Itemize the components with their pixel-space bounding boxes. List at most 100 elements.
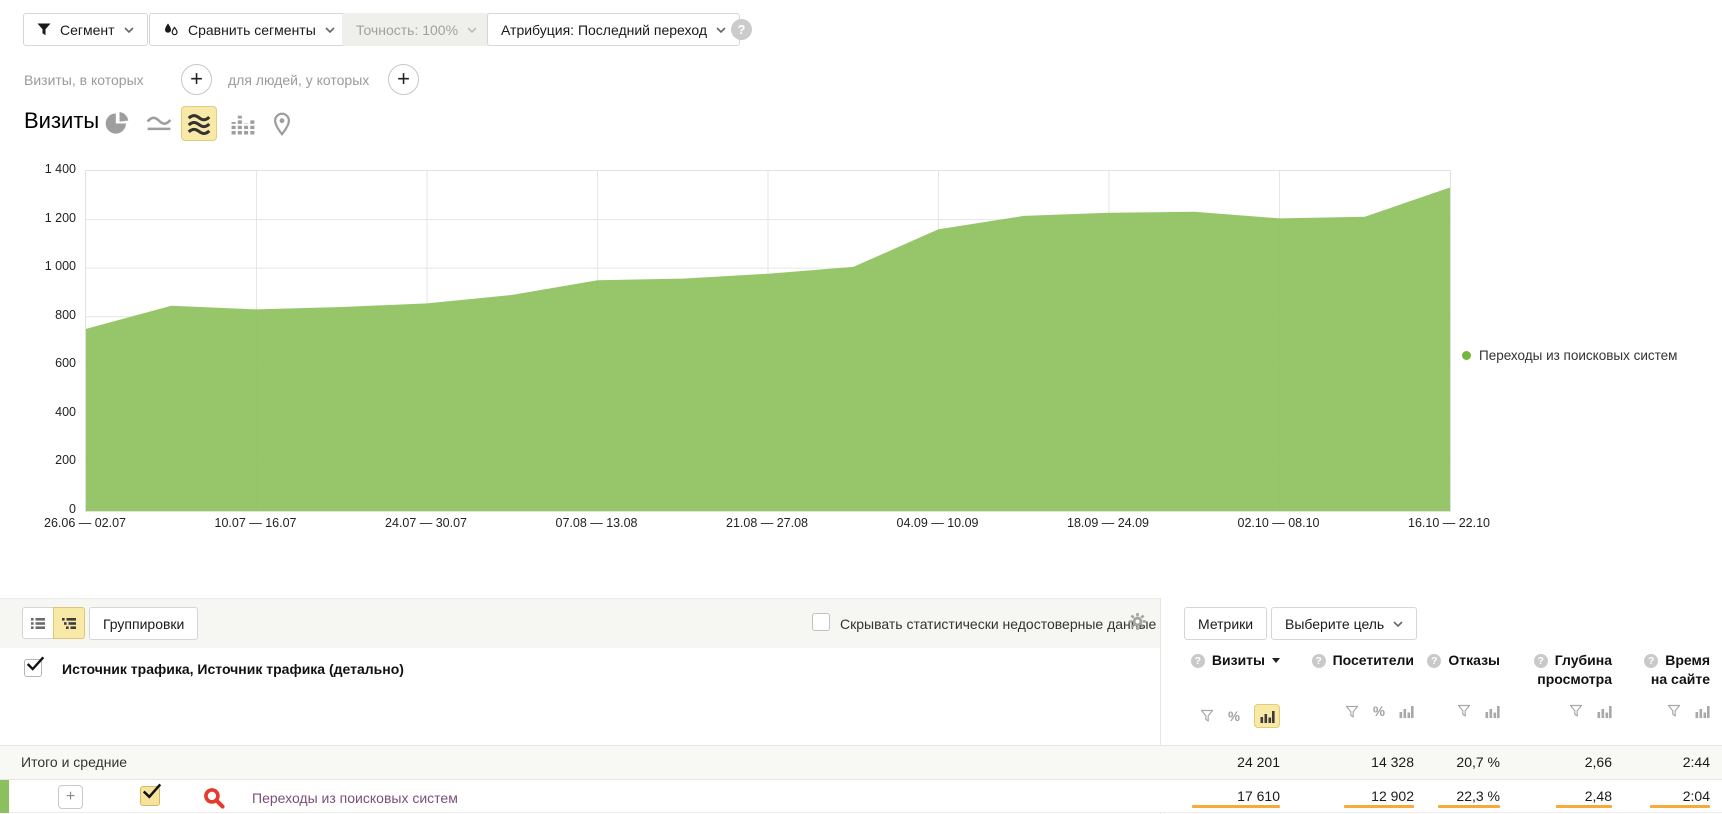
x-tick-label: 07.08 — 13.08 <box>555 516 638 530</box>
help-icon[interactable]: ? <box>1190 654 1205 668</box>
column-header-2[interactable]: ? Отказы <box>1427 651 1500 670</box>
column-label: Отказы <box>1448 652 1500 668</box>
list-view-toggle[interactable] <box>22 607 54 639</box>
row-dimension-link[interactable]: Переходы из поисковых систем <box>252 790 458 806</box>
column-header-1[interactable]: ? Посетители <box>1311 651 1414 670</box>
line-chart-icon[interactable] <box>141 106 177 141</box>
percent-display-icon[interactable]: % <box>1372 704 1385 719</box>
column-label: Глубина <box>1554 652 1612 668</box>
map-pin-icon[interactable] <box>264 106 300 141</box>
row-value-3: 2,48 <box>1584 788 1612 804</box>
check-icon <box>26 656 45 671</box>
bars-display-icon[interactable] <box>1485 705 1500 718</box>
area-series <box>86 187 1450 511</box>
y-tick-label: 1 400 <box>44 162 76 176</box>
attribution-button[interactable]: Атрибуция: Последний переход <box>487 13 741 46</box>
column-header-0[interactable]: ? Визиты <box>1190 651 1280 670</box>
column-chart-icon[interactable] <box>224 106 260 141</box>
row-value-bar <box>1192 805 1280 808</box>
hide-unreliable-checkbox[interactable] <box>812 613 830 631</box>
metrics-button[interactable]: Метрики <box>1184 607 1268 640</box>
help-icon[interactable]: ? <box>1311 654 1326 668</box>
groupings-button[interactable]: Группировки <box>89 607 199 640</box>
y-tick-label: 1 000 <box>44 259 76 274</box>
attribution-label: Атрибуция: Последний переход <box>501 21 708 38</box>
help-icon[interactable]: ? <box>1427 654 1442 668</box>
segment-button[interactable]: Сегмент <box>23 13 148 46</box>
drops-icon <box>165 23 178 35</box>
compare-segments-button[interactable]: Сравнить сегменты <box>149 13 349 46</box>
chart-title: Визиты <box>24 108 100 133</box>
column-label-line2: на сайте <box>1650 671 1710 687</box>
filter-funnel-icon[interactable] <box>1667 704 1681 718</box>
bars-display-active[interactable] <box>1254 704 1280 728</box>
row-checkbox[interactable] <box>140 783 162 806</box>
row-value-1: 12 902 <box>1371 788 1414 804</box>
x-tick-label: 18.09 — 24.09 <box>1066 516 1150 530</box>
filter-funnel-icon[interactable] <box>1200 709 1214 723</box>
area-chart-icon[interactable] <box>181 106 217 141</box>
check-icon <box>142 783 162 799</box>
column-header-3[interactable]: ? Глубина просмотра <box>1533 651 1612 689</box>
metrics-panel-divider <box>1160 598 1161 814</box>
column-filters-1: % <box>1345 704 1414 719</box>
tree-view-toggle[interactable] <box>53 607 85 639</box>
percent-display-icon[interactable]: % <box>1227 708 1240 724</box>
bars-display-icon[interactable] <box>1399 705 1414 718</box>
row-value-0: 17 610 <box>1237 788 1280 804</box>
bars-display-icon[interactable] <box>1695 705 1710 718</box>
choose-goal-label: Выберите цель <box>1285 615 1385 632</box>
column-header-4[interactable]: ? Время на сайте <box>1644 651 1710 689</box>
chart-plot-area[interactable] <box>85 170 1451 512</box>
y-tick-label: 400 <box>55 404 76 419</box>
dimension-select-all-checkbox[interactable] <box>24 656 45 677</box>
choose-goal-button[interactable]: Выберите цель <box>1271 607 1418 640</box>
bars-display-icon[interactable] <box>1597 705 1612 718</box>
segment-people-label: для людей, у которых <box>228 72 370 88</box>
column-label-line2: просмотра <box>1537 671 1612 687</box>
filter-funnel-icon[interactable] <box>1457 704 1471 718</box>
metrics-button-label: Метрики <box>1198 615 1254 632</box>
hide-unreliable-label: Скрывать статистически недостоверные дан… <box>840 616 1157 632</box>
compare-segments-label: Сравнить сегменты <box>188 21 316 38</box>
legend-label: Переходы из поисковых систем <box>1479 348 1678 363</box>
chart-legend: Переходы из поисковых систем <box>1462 348 1677 363</box>
row-value-2: 22,3 % <box>1456 788 1500 804</box>
gear-icon[interactable] <box>1128 612 1147 636</box>
x-tick-label: 02.10 — 08.10 <box>1237 516 1320 530</box>
help-icon[interactable]: ? <box>1533 654 1548 668</box>
filter-funnel-icon[interactable] <box>1569 704 1583 718</box>
column-filters-3 <box>1569 704 1612 718</box>
add-people-condition-button[interactable]: + <box>388 64 419 95</box>
totals-value-1: 14 328 <box>1371 754 1414 770</box>
row-value-bar <box>1438 805 1500 808</box>
chevron-down-icon <box>325 26 335 33</box>
help-icon[interactable]: ? <box>1644 654 1659 668</box>
expand-row-button[interactable]: + <box>58 785 83 809</box>
x-tick-label: 04.09 — 10.09 <box>896 516 979 530</box>
totals-value-4: 2:44 <box>1682 754 1710 770</box>
dimension-label: Источник трафика, Источник трафика (дета… <box>62 661 404 677</box>
column-filters-4 <box>1667 704 1710 718</box>
tree-icon <box>62 618 76 629</box>
totals-value-2: 20,7 % <box>1456 754 1500 770</box>
pie-chart-icon[interactable] <box>99 106 135 141</box>
bars-display-icon[interactable] <box>1260 710 1275 723</box>
precision-label: Точность: 100% <box>356 21 459 38</box>
totals-row <box>0 745 1722 780</box>
filter-funnel-icon[interactable] <box>1345 705 1359 719</box>
column-filters-2 <box>1457 704 1500 718</box>
list-icon <box>31 618 45 629</box>
y-tick-label: 0 <box>69 502 76 516</box>
search-traffic-icon <box>203 787 225 814</box>
x-tick-label: 21.08 — 27.08 <box>725 516 809 530</box>
row-value-bar <box>1650 805 1710 808</box>
segment-visits-label: Визиты, в которых <box>24 72 144 88</box>
chevron-down-icon <box>1393 620 1403 627</box>
totals-value-0: 24 201 <box>1237 754 1280 770</box>
row-value-bar <box>1344 805 1414 808</box>
help-icon[interactable]: ? <box>731 19 752 40</box>
add-visit-condition-button[interactable]: + <box>181 64 212 95</box>
table-row[interactable] <box>0 780 1722 813</box>
